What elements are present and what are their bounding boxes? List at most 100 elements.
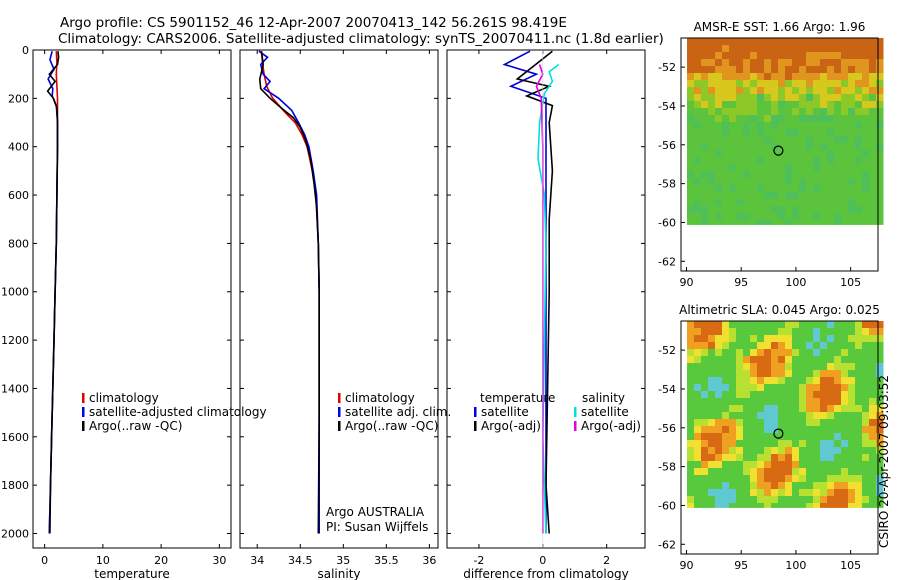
sst-map-cell [862, 171, 870, 179]
sst-map-cell [687, 206, 695, 214]
sla-map-cell [729, 377, 737, 385]
sla-map-cell [743, 321, 751, 329]
sst-map-cell [708, 59, 716, 67]
sst-map-cell [876, 192, 884, 200]
sla-map-cell [778, 384, 786, 392]
sst-map-cell [806, 199, 814, 207]
sla-map-cell [848, 349, 856, 357]
sst-map-cell [848, 157, 856, 165]
sst-map-cell [806, 150, 814, 158]
sst-map-cell [701, 108, 709, 116]
sla-map-cell [764, 447, 772, 455]
sst-map-cell [876, 220, 884, 225]
sst-map-cell [694, 143, 702, 151]
sst-map-cell [799, 115, 807, 123]
sla-map-cell [687, 377, 695, 385]
sla-map-cell [848, 321, 856, 329]
sst-map-cell [722, 164, 730, 172]
sst-map-title: AMSR-E SST: 1.66 Argo: 1.96 [694, 20, 866, 34]
sst-map-cell [834, 38, 842, 46]
sla-map-cell [827, 391, 835, 399]
sla-map-cell [876, 405, 884, 413]
sla-map-cell [743, 433, 751, 441]
sst-map-cell [764, 213, 772, 221]
sst-map-cell [736, 45, 744, 53]
sla-map-cell [701, 426, 709, 434]
sst-map-cell [834, 150, 842, 158]
sst-map-cell [876, 213, 884, 221]
sla-map-cell [848, 342, 856, 350]
sst-map-cell [687, 87, 695, 95]
sla-map-cell [806, 496, 814, 504]
sla-map-cell [771, 398, 779, 406]
sla-map-cell [834, 447, 842, 455]
sst-map-cell [869, 171, 877, 179]
sst-map-cell [687, 59, 695, 67]
sla-map-cell [855, 419, 863, 427]
sla-map-cell [771, 419, 779, 427]
sst-map-cell [841, 157, 849, 165]
sla-map-cell [764, 398, 772, 406]
sla-map-cell [827, 440, 835, 448]
sla-map-cell [729, 412, 737, 420]
sst-map-cell [799, 108, 807, 116]
sst-map-cell [701, 185, 709, 193]
sla-map-cell [813, 468, 821, 476]
sla-map-cell [778, 461, 786, 469]
sla-map-cell [862, 405, 870, 413]
sst-map-cell [715, 87, 723, 95]
sst-map-cell [687, 150, 695, 158]
sst-map-cell [764, 38, 772, 46]
sla-map-cell [771, 391, 779, 399]
sst-map-cell [757, 185, 765, 193]
sla-map-cell [806, 419, 814, 427]
sst-map-cell [708, 80, 716, 88]
sla-map-cell [862, 475, 870, 483]
sst-map-cell [841, 213, 849, 221]
sla-map-cell [764, 328, 772, 336]
difference-legend-sal-argo-label: Argo(-adj) [581, 419, 641, 433]
sla-map-cell [785, 412, 793, 420]
sla-map-cell [841, 433, 849, 441]
sst-map-cell [743, 59, 751, 67]
sst-map-cell [694, 108, 702, 116]
sst-map-cell [771, 213, 779, 221]
sst-map-cell [722, 199, 730, 207]
sla-map-cell [708, 482, 716, 490]
sla-map-cell [813, 384, 821, 392]
sst-map-cell [876, 45, 884, 53]
sla-map-cell [869, 482, 877, 490]
sst-map-cell [876, 178, 884, 186]
sla-map-cell [708, 342, 716, 350]
sla-map-cell [785, 356, 793, 364]
sla-map-cell [792, 321, 800, 329]
sst-map-cell [750, 94, 758, 102]
sst-map-cell [813, 136, 821, 144]
sst-map-cell [750, 178, 758, 186]
sst-map-cell [708, 199, 716, 207]
sst-map-cell [855, 136, 863, 144]
sst-map-cell [876, 206, 884, 214]
sla-map-cell [876, 440, 884, 448]
sst-map-cell [743, 101, 751, 109]
sst-map-cell [834, 66, 842, 74]
sla-map-cell [750, 321, 758, 329]
sla-map-cell [799, 377, 807, 385]
sla-map-cell [729, 342, 737, 350]
sla-map-cell [820, 349, 828, 357]
sst-map-cell [848, 185, 856, 193]
sla-map-cell [736, 370, 744, 378]
sst-map-cell [792, 199, 800, 207]
sst-map-cell [694, 206, 702, 214]
sla-map-cell [757, 482, 765, 490]
sla-map-cell [813, 482, 821, 490]
sla-map-cell [876, 461, 884, 469]
sst-map-cell [848, 59, 856, 67]
sst-map-cell [750, 59, 758, 67]
sla-map-cell [722, 335, 730, 343]
sst-map-cell [806, 66, 814, 74]
sst-map-cell [820, 115, 828, 123]
sst-map-cell [841, 73, 849, 81]
sla-map-cell [701, 412, 709, 420]
sla-map-cell [820, 377, 828, 385]
